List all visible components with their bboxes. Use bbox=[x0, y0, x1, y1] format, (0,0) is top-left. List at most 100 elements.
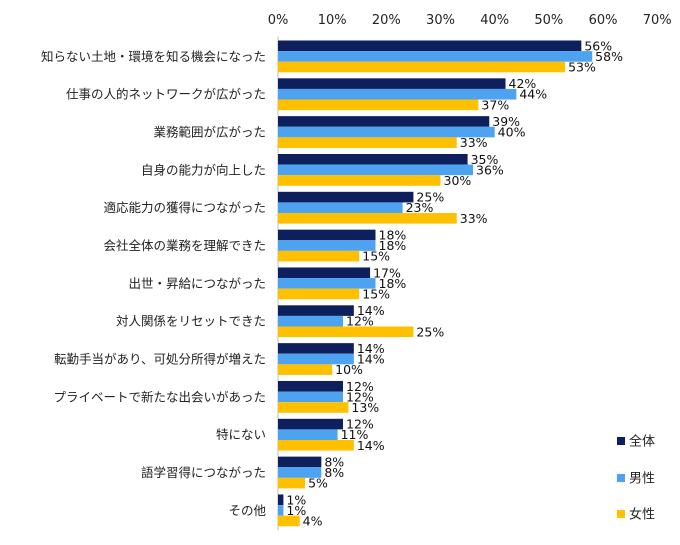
data-label: 12% bbox=[346, 417, 374, 432]
data-label: 14% bbox=[357, 303, 385, 318]
category-label: 転勤手当があり、可処分所得が増えた bbox=[54, 352, 266, 367]
category-label: 出世・昇給につながった bbox=[128, 276, 266, 291]
data-label: 58% bbox=[595, 49, 623, 64]
category-label: 仕事の人的ネットワークが広がった bbox=[66, 87, 266, 102]
data-label: 30% bbox=[444, 173, 472, 188]
legend-swatch bbox=[617, 510, 625, 518]
data-label: 14% bbox=[357, 341, 385, 356]
bar bbox=[278, 99, 479, 111]
data-label: 37% bbox=[481, 97, 509, 112]
data-label: 14% bbox=[357, 352, 385, 367]
data-label: 14% bbox=[357, 438, 385, 453]
bar bbox=[278, 137, 457, 148]
x-tick-label: 20% bbox=[372, 13, 401, 28]
data-label: 40% bbox=[498, 125, 526, 140]
bar bbox=[278, 494, 284, 506]
bar bbox=[278, 213, 457, 224]
data-label: 25% bbox=[416, 324, 444, 339]
x-tick-label: 70% bbox=[643, 13, 672, 28]
x-tick-label: 30% bbox=[426, 13, 455, 28]
bar bbox=[278, 191, 414, 203]
data-label: 12% bbox=[346, 379, 374, 394]
data-label: 35% bbox=[471, 152, 499, 167]
data-label: 18% bbox=[379, 276, 407, 291]
data-label: 1% bbox=[286, 492, 306, 507]
bar bbox=[278, 153, 468, 165]
bar bbox=[278, 126, 495, 138]
data-label: 8% bbox=[324, 454, 344, 469]
bar bbox=[278, 78, 506, 89]
data-label: 18% bbox=[379, 238, 407, 253]
legend-label: 女性 bbox=[629, 507, 655, 523]
bar bbox=[278, 175, 441, 186]
data-label: 5% bbox=[308, 476, 328, 491]
category-label: 語学習得につながった bbox=[141, 465, 266, 480]
x-tick-label: 50% bbox=[534, 13, 563, 28]
bar bbox=[278, 353, 354, 365]
bar bbox=[278, 515, 300, 527]
data-label: 23% bbox=[406, 200, 434, 215]
category-label: 自身の能力が向上した bbox=[141, 162, 266, 177]
data-label: 42% bbox=[509, 76, 537, 91]
category-label: 適応能力の獲得につながった bbox=[103, 200, 266, 215]
data-label: 33% bbox=[460, 211, 488, 226]
bar bbox=[278, 326, 414, 338]
data-label: 36% bbox=[476, 162, 504, 177]
data-label: 13% bbox=[351, 400, 379, 415]
bar bbox=[278, 164, 474, 176]
bar bbox=[278, 456, 322, 468]
data-label: 17% bbox=[373, 265, 401, 280]
data-label: 39% bbox=[492, 114, 520, 129]
x-tick-label: 0% bbox=[268, 13, 289, 28]
legend-label: 男性 bbox=[629, 472, 655, 487]
x-tick-label: 40% bbox=[480, 13, 509, 28]
data-label: 25% bbox=[416, 190, 444, 205]
legend-label: 全体 bbox=[629, 434, 655, 450]
bar bbox=[278, 267, 371, 279]
category-label: 特にない bbox=[216, 427, 266, 442]
data-label: 8% bbox=[324, 465, 344, 480]
data-label: 56% bbox=[584, 38, 612, 53]
bar bbox=[278, 343, 354, 354]
data-label: 15% bbox=[362, 249, 390, 264]
bar bbox=[278, 278, 376, 289]
category-label: 知らない土地・環境を知る機会になった bbox=[41, 49, 266, 64]
bar bbox=[278, 380, 344, 392]
category-label: プライベートで新たな出会いがあった bbox=[53, 389, 266, 404]
bar bbox=[278, 61, 566, 73]
x-tick-label: 60% bbox=[589, 13, 618, 28]
bar bbox=[278, 88, 517, 100]
legend-swatch bbox=[617, 474, 625, 482]
data-label: 44% bbox=[519, 87, 547, 102]
bar bbox=[278, 418, 344, 430]
category-label: 会社全体の業務を理解できた bbox=[103, 238, 266, 253]
data-label: 1% bbox=[286, 503, 306, 518]
bar bbox=[278, 240, 376, 251]
bar bbox=[278, 229, 376, 241]
category-label: 業務範囲が広がった bbox=[153, 125, 266, 140]
bar bbox=[278, 288, 360, 300]
bar bbox=[278, 116, 490, 127]
data-label: 33% bbox=[460, 135, 488, 150]
data-label: 10% bbox=[335, 362, 363, 377]
data-label: 12% bbox=[346, 389, 374, 404]
category-label: その他 bbox=[228, 503, 266, 518]
bar bbox=[278, 477, 306, 489]
bar bbox=[278, 40, 582, 52]
bar bbox=[278, 467, 322, 478]
category-labels: 知らない土地・環境を知る機会になった仕事の人的ネットワークが広がった業務範囲が広… bbox=[41, 49, 267, 518]
bar bbox=[278, 505, 284, 516]
x-axis-ticks: 0% 10% 20% 30% 40% 50% 60% 70% bbox=[268, 13, 672, 28]
bar bbox=[278, 402, 349, 413]
data-label: 11% bbox=[341, 427, 369, 442]
data-label: 18% bbox=[379, 227, 407, 242]
data-label: 12% bbox=[346, 314, 374, 329]
data-label: 4% bbox=[303, 513, 323, 528]
x-tick-label: 10% bbox=[318, 13, 347, 28]
bar bbox=[278, 315, 344, 327]
bar bbox=[278, 51, 593, 62]
data-labels: 56%58%53%42%44%37%39%40%33%35%36%30%25%2… bbox=[286, 38, 623, 528]
bar bbox=[278, 250, 360, 262]
